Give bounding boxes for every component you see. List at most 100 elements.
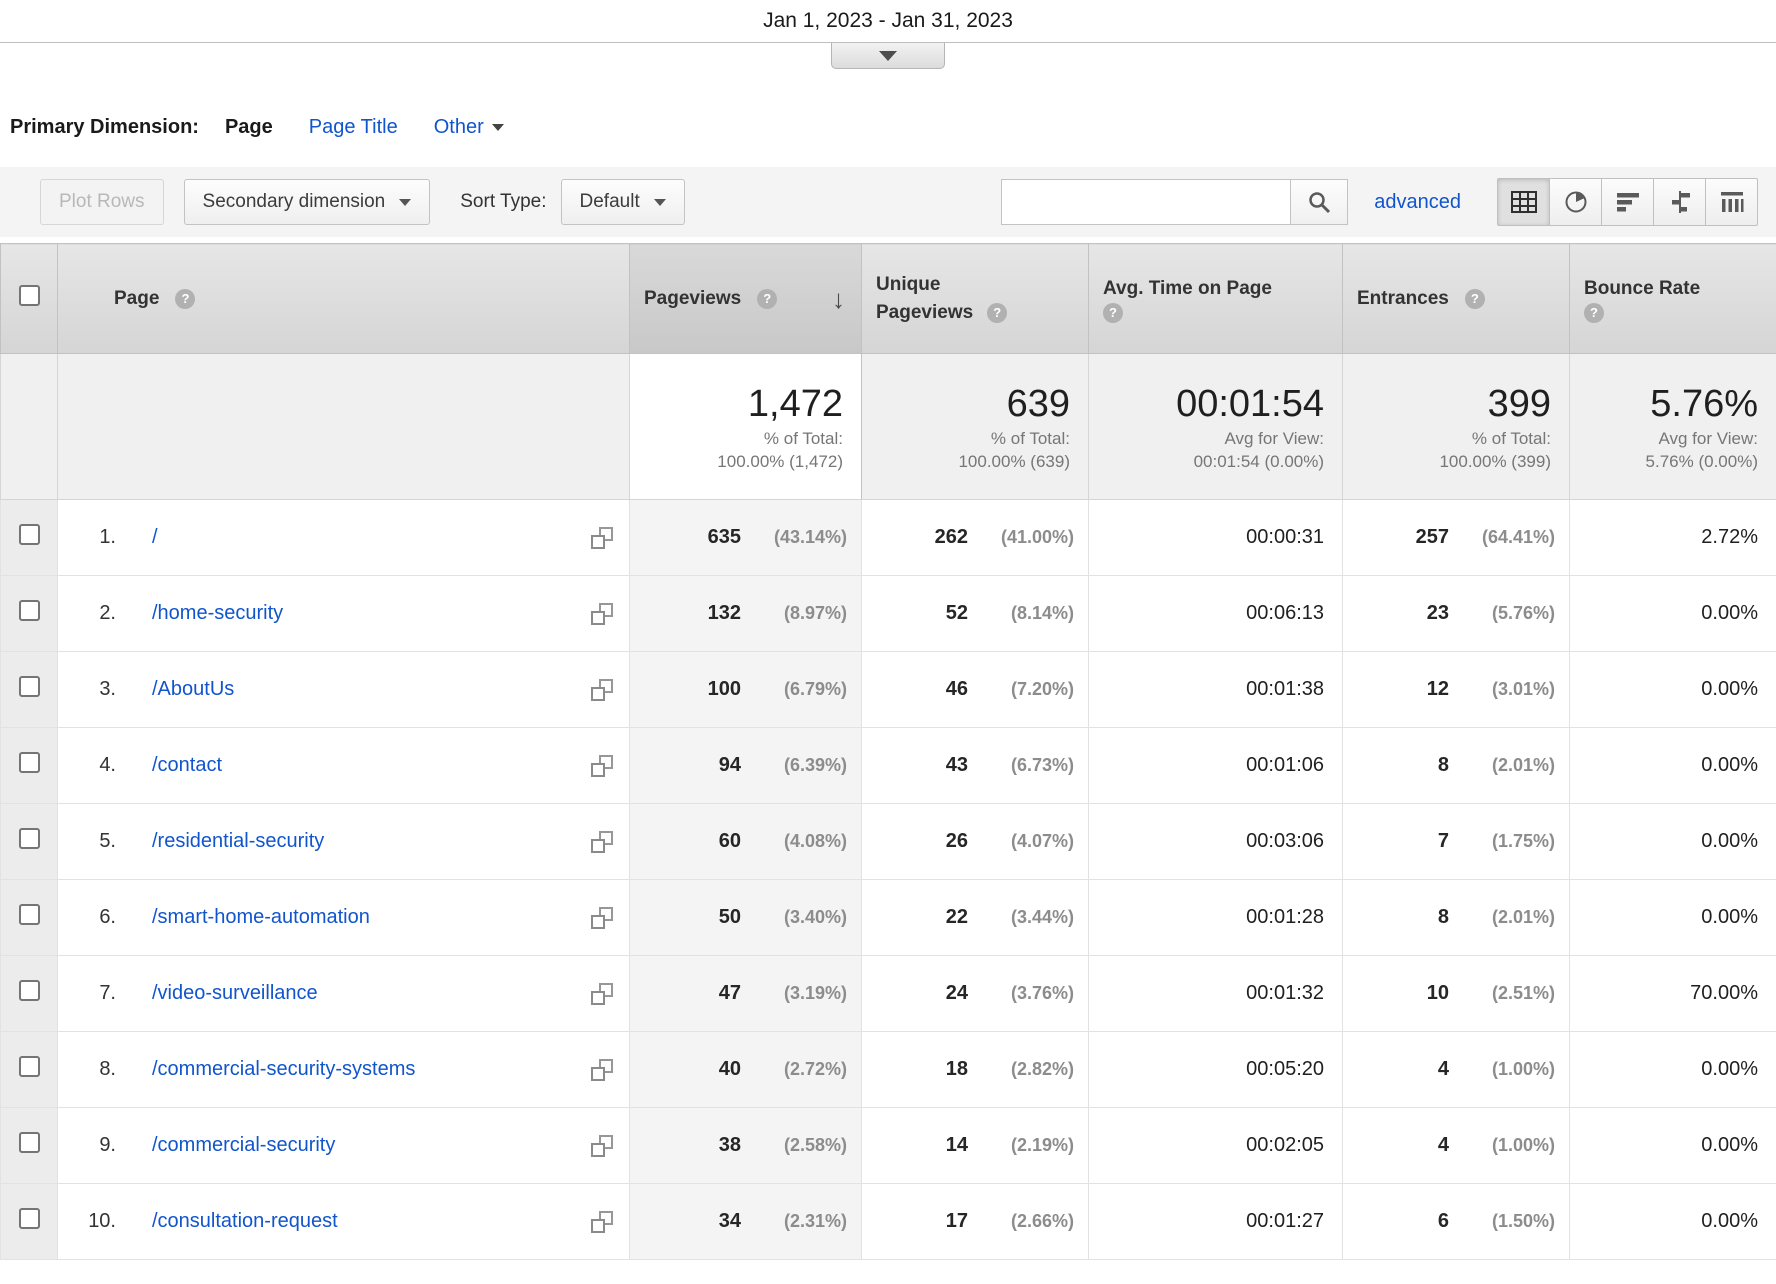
- row-checkbox[interactable]: [19, 904, 40, 925]
- date-range[interactable]: Jan 1, 2023 - Jan 31, 2023: [763, 9, 1013, 33]
- dimension-option-page[interactable]: Page: [225, 116, 273, 139]
- bounce-rate-cell: 0.00%: [1570, 652, 1776, 728]
- help-icon[interactable]: ?: [757, 289, 777, 309]
- help-icon[interactable]: ?: [1465, 289, 1485, 309]
- pageviews-percent: (3.40%): [741, 907, 847, 928]
- avg-time-value: 00:01:38: [1089, 678, 1342, 701]
- dimension-option-page-title[interactable]: Page Title: [309, 116, 398, 139]
- dimension-option-other[interactable]: Other: [434, 116, 504, 139]
- page-link[interactable]: /AboutUs: [152, 678, 234, 701]
- select-all-cell: [1, 244, 58, 354]
- bounce-rate-value: 0.00%: [1570, 754, 1776, 777]
- unique-pageviews-percent: (4.07%): [968, 831, 1074, 852]
- page-link[interactable]: /consultation-request: [152, 1210, 338, 1233]
- column-header-avg-time[interactable]: Avg. Time on Page ?: [1089, 244, 1343, 354]
- percentage-view-button[interactable]: [1549, 178, 1602, 226]
- row-checkbox[interactable]: [19, 1132, 40, 1153]
- row-checkbox-cell: [1, 956, 58, 1032]
- row-checkbox[interactable]: [19, 1056, 40, 1077]
- page-cell: 1. /: [58, 500, 630, 576]
- page-link[interactable]: /smart-home-automation: [152, 906, 370, 929]
- row-checkbox[interactable]: [19, 524, 40, 545]
- secondary-dimension-label: Secondary dimension: [203, 191, 386, 213]
- column-header-unique-pageviews[interactable]: Unique Pageviews ?: [862, 244, 1089, 354]
- comparison-view-button[interactable]: [1653, 178, 1706, 226]
- row-checkbox[interactable]: [19, 1208, 40, 1229]
- row-checkbox-cell: [1, 1184, 58, 1260]
- advanced-search-link[interactable]: advanced: [1374, 191, 1461, 214]
- open-in-new-window-icon[interactable]: [591, 1211, 613, 1233]
- unique-pageviews-percent: (2.19%): [968, 1135, 1074, 1156]
- pageviews-value: 50: [719, 906, 741, 929]
- bounce-rate-summary: 5.76% Avg for View: 5.76% (0.00%): [1570, 354, 1776, 500]
- search-button[interactable]: [1290, 179, 1348, 225]
- help-icon[interactable]: ?: [1584, 303, 1604, 323]
- bounce-rate-cell: 0.00%: [1570, 1184, 1776, 1260]
- page-link[interactable]: /contact: [152, 754, 222, 777]
- open-in-new-window-icon[interactable]: [591, 907, 613, 929]
- page-cell: 10. /consultation-request: [58, 1184, 630, 1260]
- entrances-cell: 23 (5.76%): [1343, 576, 1570, 652]
- open-in-new-window-icon[interactable]: [591, 755, 613, 777]
- table-row: 10. /consultation-request 34 (2.31%) 17 …: [1, 1184, 1776, 1260]
- table-view-button[interactable]: [1497, 178, 1550, 226]
- entrances-percent: (2.01%): [1449, 907, 1555, 928]
- page-link[interactable]: /video-surveillance: [152, 982, 318, 1005]
- performance-view-button[interactable]: [1601, 178, 1654, 226]
- open-in-new-window-icon[interactable]: [591, 1059, 613, 1081]
- open-in-new-window-icon[interactable]: [591, 527, 613, 549]
- column-header-entrances[interactable]: Entrances ?: [1343, 244, 1570, 354]
- row-checkbox[interactable]: [19, 980, 40, 1001]
- entrances-cell: 4 (1.00%): [1343, 1108, 1570, 1184]
- row-checkbox[interactable]: [19, 676, 40, 697]
- unique-pageviews-value: 18: [946, 1058, 968, 1081]
- open-icon-front-square: [591, 1067, 605, 1081]
- open-in-new-window-icon[interactable]: [591, 603, 613, 625]
- sort-type-dropdown[interactable]: Default: [561, 179, 685, 225]
- help-icon[interactable]: ?: [987, 303, 1007, 323]
- help-icon[interactable]: ?: [175, 289, 195, 309]
- open-in-new-window-icon[interactable]: [591, 983, 613, 1005]
- pivot-view-button[interactable]: [1705, 178, 1758, 226]
- unique-pageviews-value: 52: [946, 602, 968, 625]
- open-in-new-window-icon[interactable]: [591, 831, 613, 853]
- page-link[interactable]: /: [152, 526, 158, 549]
- page-cell: 2. /home-security: [58, 576, 630, 652]
- entrances-percent: (1.75%): [1449, 831, 1555, 852]
- row-checkbox-cell: [1, 1032, 58, 1108]
- column-label-entrances: Entrances: [1357, 288, 1449, 310]
- open-in-new-window-icon[interactable]: [591, 1135, 613, 1157]
- unique-pageviews-percent: (2.82%): [968, 1059, 1074, 1080]
- pageviews-percent: (4.08%): [741, 831, 847, 852]
- column-header-pageviews[interactable]: Pageviews ? ↓: [630, 244, 862, 354]
- entrances-total-caption: % of Total:: [1343, 427, 1551, 450]
- table-row: 7. /video-surveillance 47 (3.19%) 24 (3.…: [1, 956, 1776, 1032]
- row-checkbox[interactable]: [19, 600, 40, 621]
- select-all-checkbox[interactable]: [19, 285, 40, 306]
- entrances-percent: (5.76%): [1449, 603, 1555, 624]
- entrances-total-detail: 100.00% (399): [1343, 450, 1551, 473]
- page-link[interactable]: /home-security: [152, 602, 283, 625]
- plot-rows-button[interactable]: Plot Rows: [40, 179, 164, 225]
- open-icon-front-square: [591, 611, 605, 625]
- page-link[interactable]: /commercial-security-systems: [152, 1058, 415, 1081]
- page-cell: 5. /residential-security: [58, 804, 630, 880]
- date-panel-collapse-button[interactable]: [831, 43, 945, 69]
- help-icon[interactable]: ?: [1103, 303, 1123, 323]
- page-cell: 7. /video-surveillance: [58, 956, 630, 1032]
- entrances-percent: (64.41%): [1449, 527, 1555, 548]
- bounce-rate-value: 0.00%: [1570, 678, 1776, 701]
- unique-pageviews-total: 639: [862, 381, 1070, 427]
- column-header-page[interactable]: Page ?: [58, 244, 630, 354]
- row-index: 10.: [58, 1210, 116, 1233]
- avg-time-cell: 00:01:38: [1089, 652, 1343, 728]
- secondary-dimension-dropdown[interactable]: Secondary dimension: [184, 179, 431, 225]
- page-link[interactable]: /commercial-security: [152, 1134, 335, 1157]
- column-header-bounce-rate[interactable]: Bounce Rate ?: [1570, 244, 1776, 354]
- row-checkbox[interactable]: [19, 752, 40, 773]
- search-input[interactable]: [1001, 179, 1291, 225]
- row-index: 5.: [58, 830, 116, 853]
- row-checkbox[interactable]: [19, 828, 40, 849]
- page-link[interactable]: /residential-security: [152, 830, 324, 853]
- open-in-new-window-icon[interactable]: [591, 679, 613, 701]
